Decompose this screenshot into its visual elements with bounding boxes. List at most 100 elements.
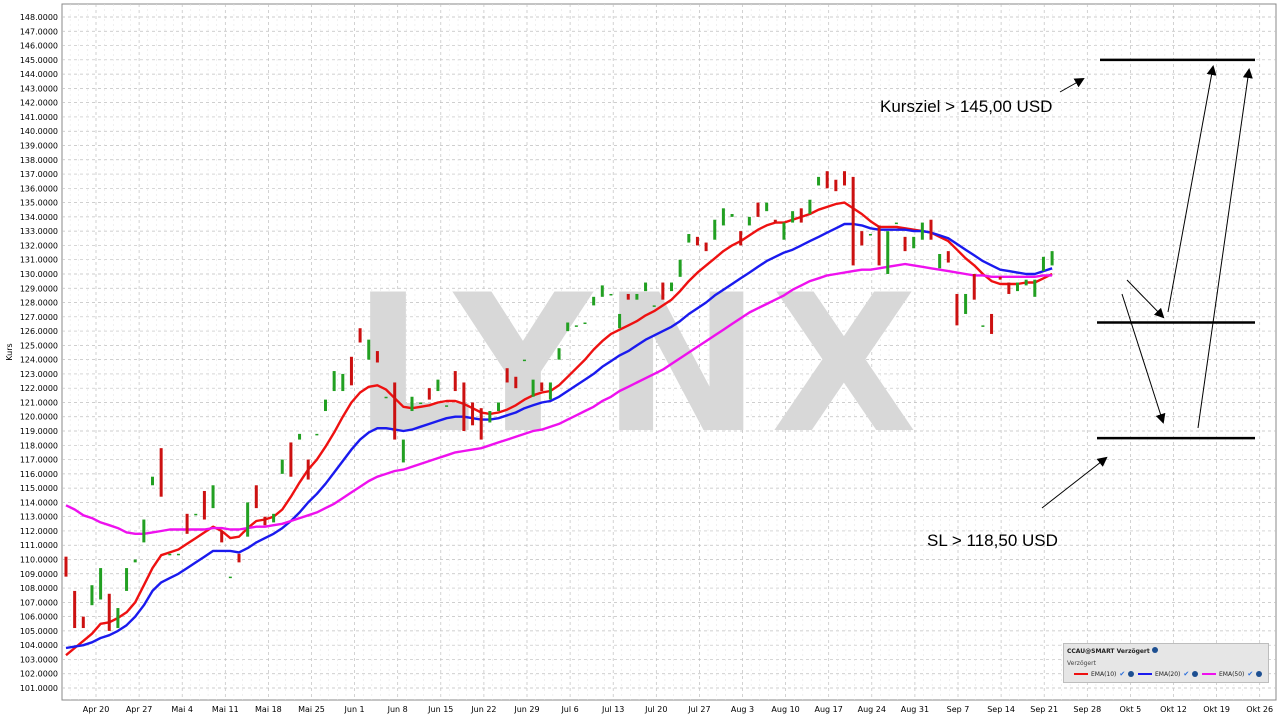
price-bar — [263, 516, 267, 526]
price-bar — [877, 225, 881, 266]
price-bar — [306, 459, 310, 480]
legend-title: CCAU@SMART Verzögert — [1067, 648, 1150, 655]
y-tick-label: 115.0000 — [20, 484, 58, 493]
x-tick-label: Sep 7 — [947, 705, 970, 714]
price-bar — [644, 282, 648, 292]
x-tick-label: Jun 29 — [513, 705, 539, 714]
x-tick-label: Mai 4 — [171, 705, 193, 714]
x-tick-label: Okt 19 — [1203, 705, 1230, 714]
y-axis-label: Kurs — [5, 343, 14, 360]
price-bar — [721, 208, 725, 226]
price-bar — [808, 199, 812, 215]
price-bar — [228, 576, 232, 579]
price-bar — [410, 396, 414, 412]
price-bar — [912, 236, 916, 249]
arrow — [1126, 279, 1165, 319]
arrow — [1121, 293, 1166, 424]
price-bar — [548, 382, 552, 400]
x-tick-label: Apr 27 — [126, 705, 153, 714]
price-bar — [920, 222, 924, 240]
y-tick-label: 135.0000 — [20, 199, 58, 208]
price-bar — [851, 176, 855, 266]
y-tick-label: 144.0000 — [20, 70, 58, 79]
checkmark-icon[interactable]: ✔ — [1119, 670, 1126, 678]
price-bar — [514, 376, 518, 389]
lynx-watermark: LYNX — [353, 254, 928, 475]
y-tick-label: 118.0000 — [20, 441, 58, 450]
y-tick-label: 128.0000 — [20, 299, 58, 308]
price-bar — [133, 559, 137, 563]
price-bar — [1024, 279, 1028, 286]
globe-icon — [1128, 671, 1135, 677]
annotation-stop-loss: SL > 118,50 USD — [927, 531, 1058, 550]
y-tick-label: 145.0000 — [20, 56, 58, 65]
x-tick-label: Jul 20 — [644, 705, 667, 714]
price-bar — [652, 305, 656, 307]
price-bar — [176, 553, 180, 556]
y-tick-label: 127.0000 — [20, 313, 58, 322]
y-tick-label: 134.0000 — [20, 213, 58, 222]
checkmark-icon[interactable]: ✔ — [1247, 670, 1254, 678]
y-tick-label: 119.0000 — [20, 427, 58, 436]
price-bar — [981, 325, 985, 327]
price-bar — [1050, 251, 1054, 266]
price-bar — [773, 219, 777, 223]
checkmark-icon[interactable]: ✔ — [1183, 670, 1190, 678]
price-bar — [695, 236, 699, 246]
y-tick-label: 102.0000 — [20, 670, 58, 679]
price-bar — [609, 293, 613, 296]
x-tick-label: Apr 20 — [83, 705, 110, 714]
price-bar — [254, 485, 258, 509]
x-tick-label: Okt 5 — [1120, 705, 1142, 714]
x-axis: Apr 20 Apr 27 Mai 4 Mai 11 Mai 18 Mai 25 Jun 1… — [83, 705, 1273, 714]
y-tick-label: 140.0000 — [20, 127, 58, 136]
price-bar — [747, 216, 751, 226]
price-bar — [81, 616, 85, 629]
x-tick-label: Sep 28 — [1073, 705, 1101, 714]
price-bar — [972, 273, 976, 300]
legend-entry-ema10[interactable]: EMA(10) ✔ — [1074, 670, 1135, 678]
arrow — [1167, 65, 1217, 313]
price-bar — [938, 253, 942, 269]
price-bar — [834, 179, 838, 192]
y-tick-label: 110.0000 — [20, 556, 58, 565]
y-tick-label: 139.0000 — [20, 141, 58, 150]
legend-entry-ema20[interactable]: EMA(20) ✔ — [1138, 670, 1199, 678]
y-tick-label: 109.0000 — [20, 570, 58, 579]
price-bar — [107, 593, 111, 631]
price-bar — [479, 408, 483, 440]
price-bar — [955, 293, 959, 326]
arrow — [1041, 456, 1108, 509]
y-tick-label: 106.0000 — [20, 613, 58, 622]
y-tick-label: 101.0000 — [20, 684, 58, 693]
price-bar — [393, 382, 397, 440]
price-bar — [886, 231, 890, 274]
globe-icon — [1151, 647, 1158, 653]
price-bar — [964, 293, 968, 314]
y-tick-label: 143.0000 — [20, 84, 58, 93]
y-axis: 101.0000 102.0000 103.0000 104.0000 105.0000… — [20, 13, 58, 693]
y-tick-label: 131.0000 — [20, 256, 58, 265]
price-bar — [739, 231, 743, 246]
price-bar — [661, 282, 665, 300]
x-tick-label: Aug 10 — [771, 705, 799, 714]
price-bar — [868, 234, 872, 236]
legend-entry-ema50[interactable]: EMA(50) ✔ — [1202, 670, 1263, 678]
price-bar — [289, 442, 293, 477]
price-bar — [436, 379, 440, 392]
x-tick-label: Jul 6 — [560, 705, 578, 714]
legend: CCAU@SMART Verzögert Verzögert EMA(10) ✔… — [1063, 643, 1269, 683]
globe-icon — [1256, 671, 1263, 677]
price-bars — [64, 171, 1054, 631]
price-bar — [791, 211, 795, 223]
plot-area — [61, 3, 1277, 701]
price-bar — [341, 373, 345, 392]
y-tick-label: 146.0000 — [20, 42, 58, 51]
x-tick-label: Mai 11 — [212, 705, 239, 714]
price-bar — [64, 556, 68, 577]
price-bar — [505, 368, 509, 383]
y-tick-label: 133.0000 — [20, 227, 58, 236]
price-bar — [116, 608, 120, 629]
y-tick-label: 141.0000 — [20, 113, 58, 122]
